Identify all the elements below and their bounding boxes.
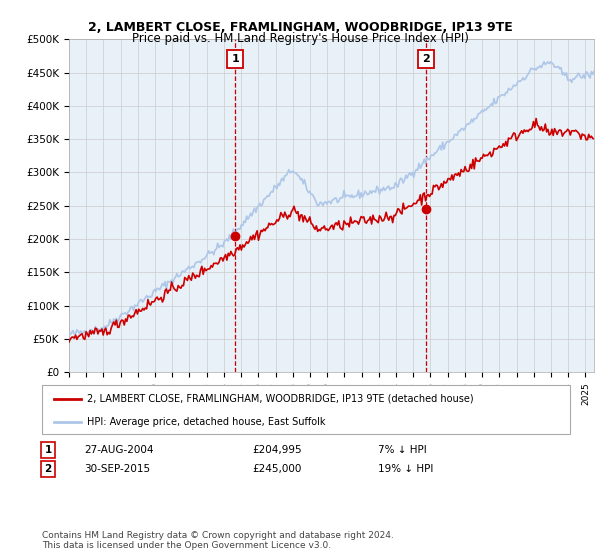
- Text: HPI: Average price, detached house, East Suffolk: HPI: Average price, detached house, East…: [87, 417, 325, 427]
- Text: 30-SEP-2015: 30-SEP-2015: [84, 464, 150, 474]
- Text: £245,000: £245,000: [252, 464, 301, 474]
- Text: Price paid vs. HM Land Registry's House Price Index (HPI): Price paid vs. HM Land Registry's House …: [131, 32, 469, 45]
- Text: Contains HM Land Registry data © Crown copyright and database right 2024.
This d: Contains HM Land Registry data © Crown c…: [42, 531, 394, 550]
- Text: £204,995: £204,995: [252, 445, 302, 455]
- Text: 19% ↓ HPI: 19% ↓ HPI: [378, 464, 433, 474]
- Text: 1: 1: [231, 54, 239, 64]
- Text: 2, LAMBERT CLOSE, FRAMLINGHAM, WOODBRIDGE, IP13 9TE (detached house): 2, LAMBERT CLOSE, FRAMLINGHAM, WOODBRIDG…: [87, 394, 473, 404]
- Text: 7% ↓ HPI: 7% ↓ HPI: [378, 445, 427, 455]
- Text: 2: 2: [422, 54, 430, 64]
- Text: 2, LAMBERT CLOSE, FRAMLINGHAM, WOODBRIDGE, IP13 9TE: 2, LAMBERT CLOSE, FRAMLINGHAM, WOODBRIDG…: [88, 21, 512, 34]
- Text: 2: 2: [44, 464, 52, 474]
- Text: 27-AUG-2004: 27-AUG-2004: [84, 445, 154, 455]
- Text: 1: 1: [44, 445, 52, 455]
